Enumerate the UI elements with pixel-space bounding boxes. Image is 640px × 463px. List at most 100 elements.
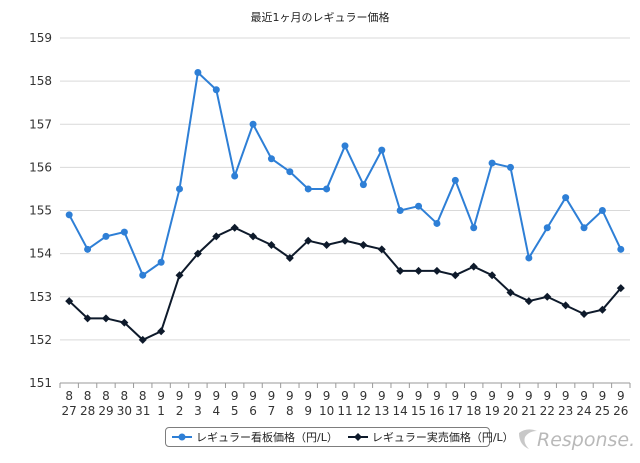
x-tick-month: 9	[452, 389, 460, 403]
x-tick-month: 8	[121, 389, 129, 403]
x-tick-day: 12	[356, 404, 371, 418]
x-tick-month: 9	[507, 389, 515, 403]
data-point	[65, 297, 74, 306]
data-point	[120, 318, 129, 327]
series-signboard-price	[65, 69, 625, 279]
x-tick-day: 2	[176, 404, 184, 418]
data-point	[102, 232, 110, 240]
data-point	[359, 181, 367, 189]
data-point	[231, 172, 239, 180]
x-axis: 8278288298308319192939495969798999109119…	[59, 383, 631, 418]
x-tick-day: 5	[231, 404, 239, 418]
data-point	[84, 245, 92, 253]
legend-item-actual: レギュラー実売価格（円/L）	[347, 429, 514, 445]
legend: レギュラー看板価格（円/L） レギュラー実売価格（円/L）	[165, 427, 514, 447]
data-point	[580, 224, 588, 232]
series-line	[68, 70, 622, 277]
data-point	[396, 207, 404, 214]
x-tick-month: 9	[212, 389, 220, 403]
x-tick-day: 11	[337, 404, 352, 418]
data-point	[506, 163, 514, 171]
x-tick-month: 9	[599, 389, 607, 403]
data-point	[194, 69, 202, 76]
data-point	[286, 168, 294, 176]
legend-marker-diamond-icon	[347, 433, 368, 441]
x-tick-day: 7	[268, 404, 276, 418]
chart-title: 最近1ヶ月のレギュラー価格	[251, 10, 390, 24]
x-tick-day: 10	[319, 404, 334, 418]
data-point	[543, 224, 551, 232]
data-point	[120, 228, 128, 236]
x-tick-day: 20	[503, 404, 518, 418]
data-point	[212, 232, 221, 241]
x-tick-day: 18	[466, 404, 481, 418]
data-point	[433, 219, 441, 227]
data-point	[396, 266, 405, 275]
data-point	[65, 211, 73, 219]
data-point	[267, 241, 276, 249]
data-point	[451, 271, 460, 280]
x-tick-day: 27	[62, 404, 77, 418]
data-point	[415, 202, 423, 210]
data-point	[543, 292, 552, 301]
x-tick-month: 9	[341, 389, 349, 403]
data-point	[157, 258, 165, 266]
x-tick-month: 8	[139, 389, 147, 403]
x-tick-month: 8	[65, 389, 73, 403]
x-tick-month: 9	[194, 389, 202, 403]
data-point	[212, 86, 220, 94]
data-point	[414, 266, 423, 275]
data-point	[138, 335, 147, 344]
x-tick-month: 9	[286, 389, 294, 403]
x-tick-day: 22	[540, 404, 555, 418]
legend-item-signboard: レギュラー看板価格（円/L）	[172, 429, 338, 445]
data-point	[506, 288, 515, 297]
x-tick-month: 9	[396, 389, 404, 403]
data-point	[285, 253, 294, 262]
x-tick-day: 8	[286, 404, 294, 418]
series-layer	[65, 69, 625, 344]
x-tick-day: 1	[157, 404, 165, 418]
response-watermark-logo: Response.	[515, 425, 636, 455]
data-point	[580, 310, 589, 318]
data-point	[193, 249, 202, 258]
x-tick-month: 9	[488, 389, 496, 403]
x-tick-day: 13	[374, 404, 389, 418]
watermark-text: Response.	[537, 429, 636, 451]
x-tick-day: 26	[613, 404, 628, 418]
data-point	[617, 245, 625, 253]
x-tick-month: 9	[433, 389, 441, 403]
data-point	[249, 120, 257, 128]
data-point	[488, 159, 496, 167]
data-point	[451, 176, 459, 184]
data-point	[616, 284, 625, 293]
y-tick-label: 153	[29, 290, 52, 304]
x-tick-month: 9	[543, 389, 551, 403]
y-axis: 151 152 153 154 155 156 157 158 159	[29, 31, 52, 390]
y-tick-label: 158	[29, 74, 52, 88]
x-tick-day: 29	[98, 404, 113, 418]
x-tick-month: 9	[378, 389, 386, 403]
data-point	[176, 185, 184, 193]
data-point	[304, 185, 312, 193]
x-tick-day: 23	[558, 404, 573, 418]
data-point	[525, 254, 533, 262]
data-point	[139, 271, 147, 279]
data-point	[341, 142, 349, 150]
data-point	[323, 185, 331, 193]
x-tick-day: 30	[117, 404, 132, 418]
data-point	[598, 305, 607, 314]
data-point	[322, 241, 331, 249]
x-tick-month: 9	[157, 389, 165, 403]
x-tick-month: 9	[304, 389, 312, 403]
data-point	[267, 155, 275, 163]
x-tick-month: 9	[617, 389, 625, 403]
data-point	[359, 241, 368, 249]
data-point	[561, 301, 570, 310]
x-tick-month: 9	[231, 389, 239, 403]
x-tick-month: 9	[470, 389, 478, 403]
y-tick-label: 151	[29, 376, 52, 390]
x-tick-day: 28	[80, 404, 95, 418]
x-tick-month: 9	[249, 389, 257, 403]
x-tick-day: 24	[576, 404, 591, 418]
